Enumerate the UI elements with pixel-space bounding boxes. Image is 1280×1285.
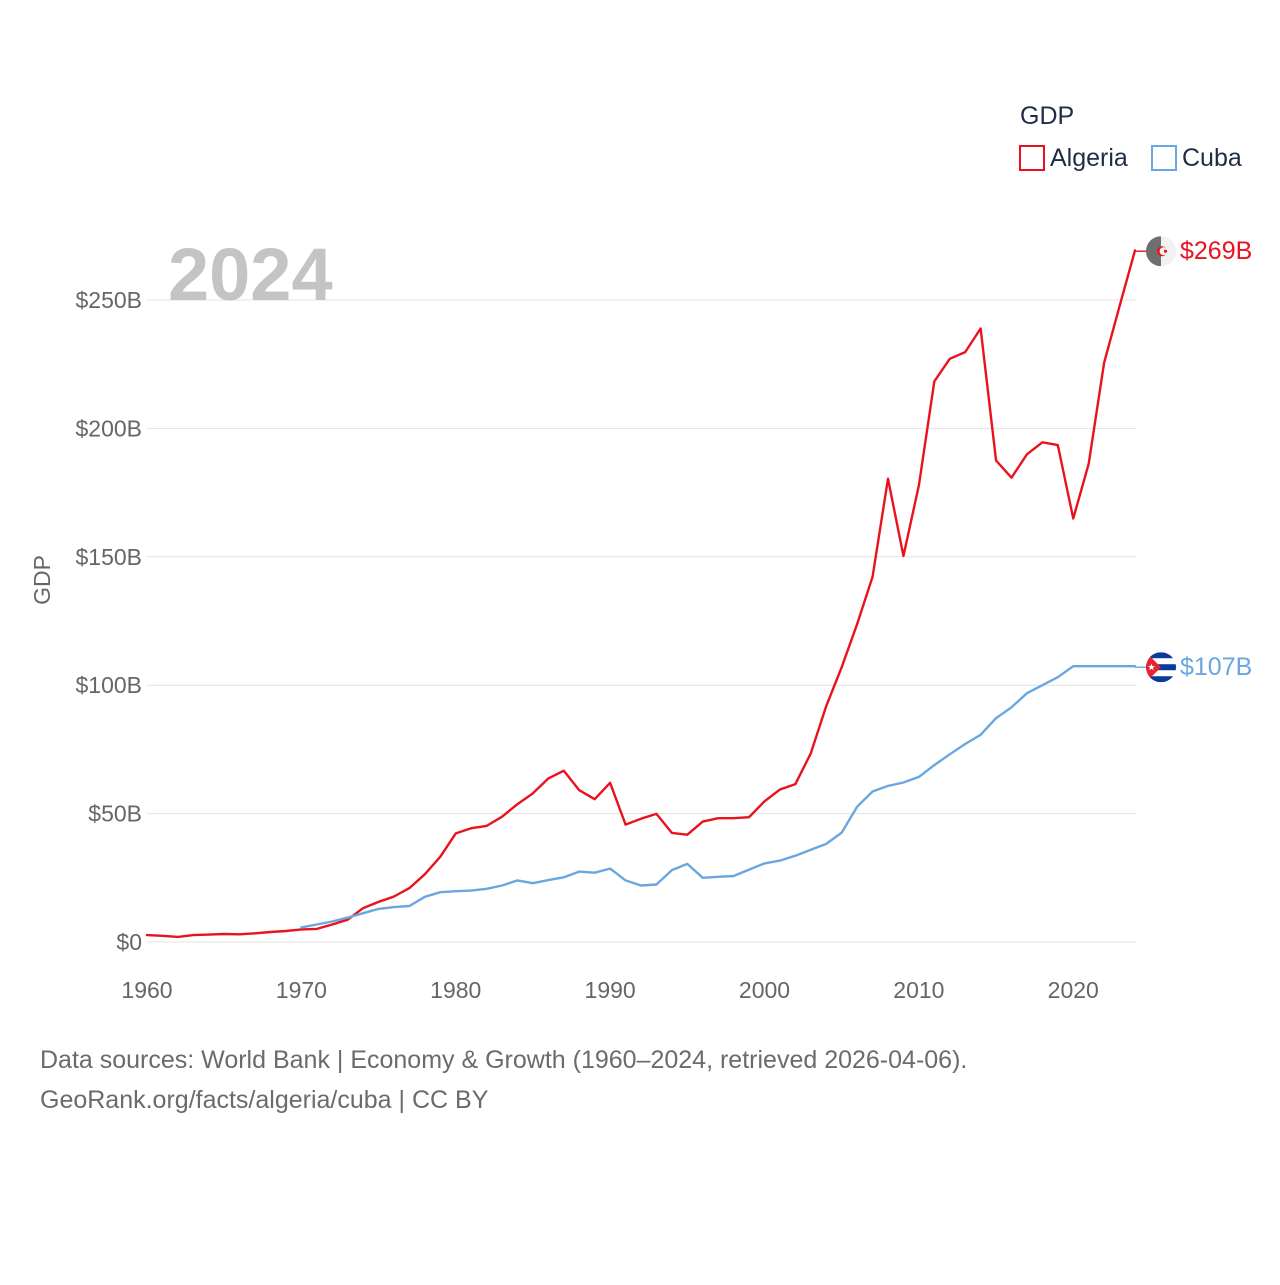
x-tick-label: 1990 [585,977,636,1003]
attribution-link[interactable]: GeoRank.org/facts/algeria/cuba | CC BY [40,1086,489,1114]
x-axis-ticks: 1960 1970 1980 1990 2000 2010 2020 [121,977,1098,1003]
cuba-flag-icon [1146,652,1176,683]
y-tick-label: $200B [75,415,142,441]
x-tick-label: 2020 [1048,977,1099,1003]
y-tick-label: $50B [88,801,142,827]
grid-lines [147,299,1136,943]
x-tick-label: 1960 [121,977,172,1003]
y-tick-label: $0 [116,929,142,955]
legend-item-cuba[interactable]: Cuba [1151,144,1242,172]
end-value-label-cuba: $107B [1180,653,1252,681]
end-labels: $269B $107B [1135,236,1252,683]
y-axis-ticks: $0 $50B $100B $150B $200B $250B [75,287,142,955]
y-tick-label: $250B [75,287,142,313]
legend-label-cuba: Cuba [1182,144,1242,172]
y-axis-title: GDP [29,555,55,605]
year-watermark: 2024 [168,233,333,316]
legend-title: GDP [1020,102,1074,130]
series-line-algeria [145,249,1137,939]
legend-swatch-algeria [1019,145,1045,171]
x-tick-label: 2010 [893,977,944,1003]
series-lines [145,249,1137,939]
legend-label-algeria: Algeria [1050,144,1128,172]
data-source-note: Data sources: World Bank | Economy & Gro… [40,1046,968,1074]
series-line-cuba [300,665,1137,929]
x-tick-label: 1980 [430,977,481,1003]
x-tick-label: 1970 [276,977,327,1003]
end-value-label-algeria: $269B [1180,237,1252,265]
y-tick-label: $150B [75,544,142,570]
legend-swatch-cuba [1151,145,1177,171]
algeria-flag-icon [1146,236,1176,267]
y-tick-label: $100B [75,672,142,698]
legend-item-algeria[interactable]: Algeria [1019,144,1128,172]
x-tick-label: 2000 [739,977,790,1003]
legend: GDP Algeria Cuba [1019,102,1242,172]
footer: Data sources: World Bank | Economy & Gro… [40,1040,967,1120]
